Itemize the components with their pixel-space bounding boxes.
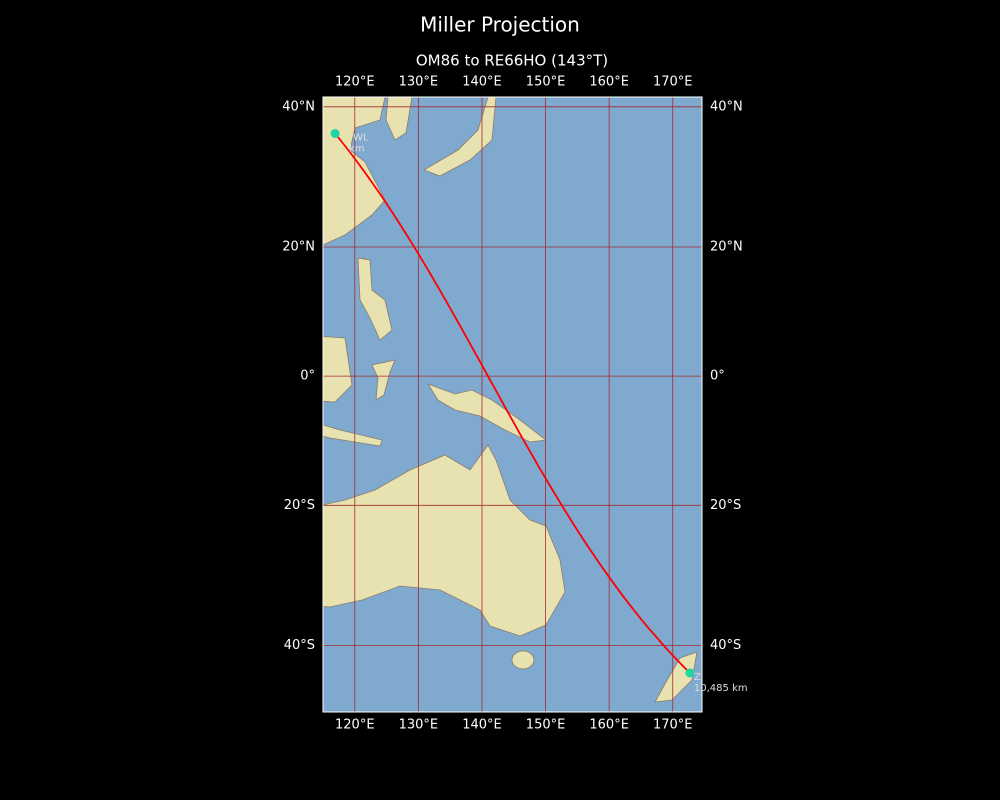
land-philippines: [357, 257, 393, 341]
lon-tick-label: 150°E: [526, 718, 566, 733]
lat-tick-label: 20°N: [710, 239, 743, 254]
lat-tick-label: 40°N: [710, 99, 743, 114]
land-borneo: [323, 336, 353, 403]
title: Miller Projection: [420, 13, 580, 37]
lat-tick-label: 40°S: [710, 638, 741, 653]
lon-tick-label: 140°E: [462, 75, 502, 90]
station-label: WL: [353, 132, 369, 143]
lon-tick-label: 130°E: [399, 75, 439, 90]
lon-tick-label: 170°E: [653, 718, 693, 733]
lon-tick-label: 160°E: [589, 75, 629, 90]
subtitle: OM86 to RE66HO (143°T): [416, 52, 608, 70]
lat-tick-label: 40°N: [282, 99, 315, 114]
lat-tick-label: 20°S: [710, 498, 741, 513]
land-sulawesi: [371, 359, 396, 401]
lat-tick-label: 0°: [710, 369, 725, 384]
lon-tick-label: 140°E: [462, 718, 502, 733]
lon-tick-label: 170°E: [653, 75, 693, 90]
land-korea: [385, 97, 413, 141]
land-tasmania: [511, 650, 535, 670]
map-frame: [322, 96, 703, 713]
great-circle-path: [334, 132, 691, 674]
lat-tick-label: 40°S: [284, 638, 315, 653]
lat-tick-label: 0°: [300, 369, 315, 384]
lat-tick-label: 20°S: [284, 498, 315, 513]
land-java: [323, 424, 383, 447]
land-new-zealand: [654, 651, 698, 703]
lon-tick-label: 160°E: [589, 718, 629, 733]
lon-tick-label: 120°E: [335, 718, 375, 733]
lon-tick-label: 120°E: [335, 75, 375, 90]
lon-tick-label: 150°E: [526, 75, 566, 90]
station-distance: 10,485 km: [694, 683, 748, 694]
station-marker: [685, 668, 695, 678]
station-label: ZL3TUX: [694, 672, 733, 683]
station-marker: [330, 128, 340, 138]
land-australia: [323, 444, 566, 637]
station-distance: km: [349, 143, 365, 154]
lat-tick-label: 20°N: [282, 239, 315, 254]
lon-tick-label: 130°E: [399, 718, 439, 733]
